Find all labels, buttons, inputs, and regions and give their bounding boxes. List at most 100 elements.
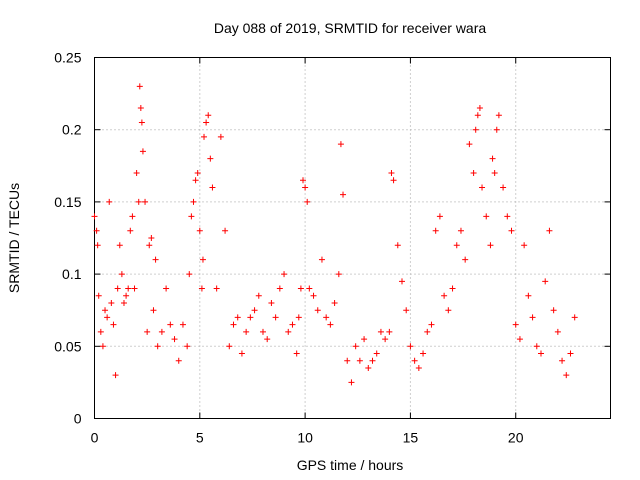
data-point [264,336,271,343]
data-point [554,328,561,335]
data-point [142,198,149,205]
data-point [148,235,155,241]
data-point [110,321,117,328]
data-point [175,357,182,364]
data-point [453,242,460,249]
data-point [268,299,275,306]
data-point [196,227,203,234]
chart-title: Day 088 of 2019, SRMTID for receiver war… [214,20,487,36]
data-point [234,314,241,321]
data-point [285,328,292,335]
data-point [310,292,317,299]
data-point [293,350,300,357]
data-point [500,184,507,191]
data-point [255,292,262,299]
data-point [167,321,174,328]
data-point [394,242,401,249]
data-point [323,314,330,321]
data-point [382,336,389,343]
data-point [188,213,195,220]
data-point [411,357,418,364]
data-point [146,242,153,249]
data-point [205,112,212,119]
data-point [445,307,452,314]
data-point [318,256,325,263]
tick-layer [94,57,611,419]
data-point [300,177,307,184]
data-point [491,170,498,177]
data-point [199,256,206,263]
data-point [441,292,448,299]
data-point [152,256,159,263]
data-point [340,191,347,198]
data-point [563,372,570,379]
data-point [163,285,170,292]
data-point [295,314,302,321]
y-tick-label: 0.2 [62,122,82,138]
data-point [91,213,98,220]
y-tick-label: 0.25 [54,50,81,66]
data-point [302,184,309,191]
data-point [272,314,279,321]
data-point [533,343,540,350]
data-point [470,170,477,177]
data-point [407,343,414,350]
data-point [415,364,422,371]
data-point [508,227,515,234]
data-point [186,271,193,278]
data-point [297,285,304,292]
data-point [251,307,258,314]
data-point [179,321,186,328]
data-point [259,328,266,335]
data-point [529,314,536,321]
data-point [476,105,483,112]
data-point [289,321,296,328]
data-point [93,227,100,234]
data-point [348,379,355,386]
data-point [352,343,359,350]
data-point [403,307,410,314]
data-point [420,350,427,357]
data-point [135,198,142,205]
data-point [474,112,481,119]
data-point [112,372,119,379]
data-point [127,227,134,234]
data-point [369,357,376,364]
data-point [365,364,372,371]
data-point [104,314,111,321]
y-tick-label: 0.05 [54,338,81,354]
data-point [356,357,363,364]
data-point [390,177,397,184]
data-point [222,227,229,234]
data-point [247,314,254,321]
data-point [546,227,553,234]
data-point [276,285,283,292]
data-point [483,213,490,220]
data-point [209,184,216,191]
data-point [337,141,344,148]
data-point [131,285,138,292]
data-point [489,155,496,162]
data-point [106,198,113,205]
x-tick-label: 0 [91,430,99,446]
data-point [194,170,201,177]
data-point [525,292,532,299]
data-point [108,299,115,306]
data-point [331,299,338,306]
data-point [192,177,199,184]
data-point [472,126,479,133]
data-point [102,307,109,314]
data-point [213,285,220,292]
data-point [388,170,395,177]
data-point [116,242,123,249]
data-point [154,343,161,350]
data-point [567,350,574,357]
data-point [184,343,191,350]
data-point [198,285,205,292]
data-point [449,285,456,292]
data-point [559,357,566,364]
data-point [424,328,431,335]
y-axis-label: SRMTID / TECUs [6,183,22,293]
x-axis-label: GPS time / hours [297,457,404,473]
